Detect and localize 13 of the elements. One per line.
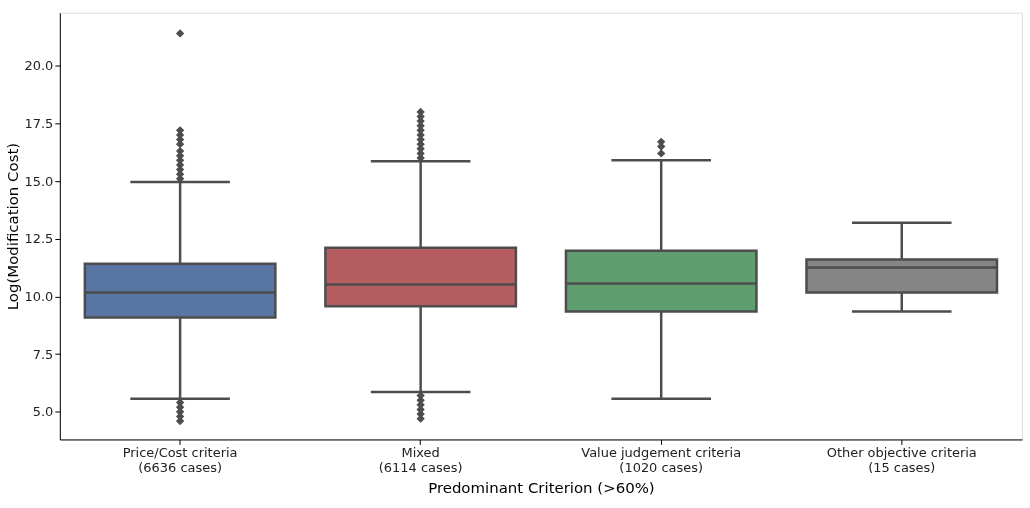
x-tick-label: Price/Cost criteria (6636 cases): [122, 444, 238, 475]
y-tick-label: 17.5: [24, 115, 54, 131]
x-tick-label: Mixed (6114 cases): [378, 444, 463, 475]
y-tick-label: 12.5: [24, 231, 54, 247]
x-axis-title: Predominant Criterion (>60%): [428, 478, 655, 497]
y-tick-label: 20.0: [24, 58, 54, 74]
x-tick-label: Other objective criteria (15 cases): [826, 444, 977, 475]
y-tick-label: 7.5: [32, 346, 54, 362]
y-tick-label: 15.0: [24, 173, 54, 189]
x-tick-label: Value judgement criteria (1020 cases): [581, 444, 742, 475]
y-tick-label: 10.0: [24, 288, 54, 304]
y-tick-label: 5.0: [32, 404, 54, 420]
y-axis-title: Log(Modification Cost): [3, 142, 22, 311]
